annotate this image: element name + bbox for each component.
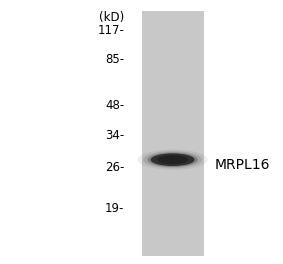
Text: 19-: 19- — [105, 202, 125, 215]
Bar — [142, 11, 204, 256]
Ellipse shape — [151, 153, 195, 166]
Text: 26-: 26- — [105, 161, 125, 174]
Text: MRPL16: MRPL16 — [215, 158, 271, 172]
Text: 48-: 48- — [105, 99, 125, 112]
Ellipse shape — [147, 152, 198, 167]
Ellipse shape — [143, 151, 202, 168]
Ellipse shape — [138, 150, 208, 170]
Text: 117-: 117- — [98, 24, 125, 37]
Ellipse shape — [157, 155, 188, 164]
Text: (kD): (kD) — [99, 11, 125, 23]
Text: 34-: 34- — [105, 129, 125, 143]
Text: 85-: 85- — [105, 53, 125, 66]
